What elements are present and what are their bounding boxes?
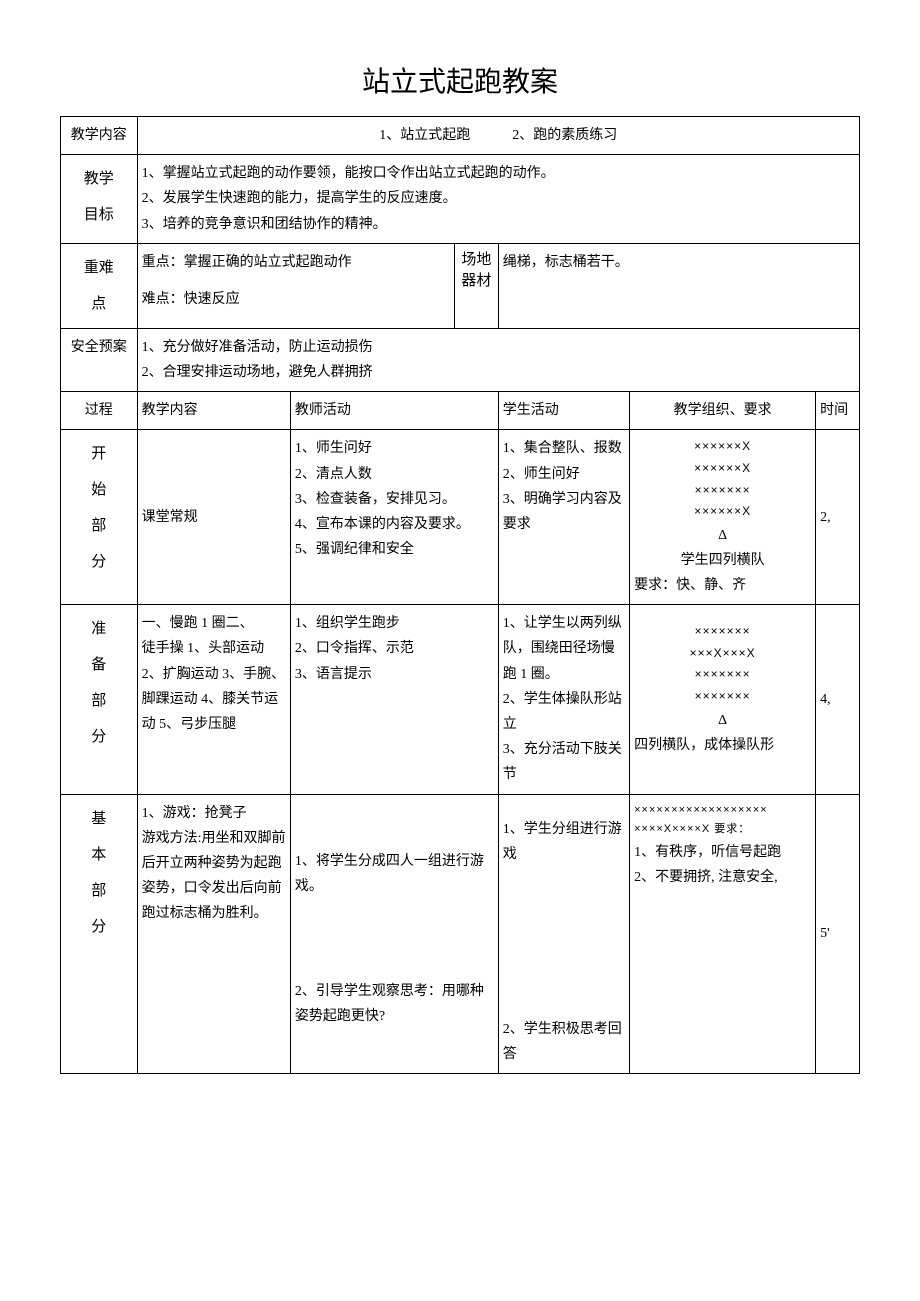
stage-label: 准 备 部 分 (61, 605, 138, 794)
stage-label: 开 始 部 分 (61, 430, 138, 605)
text: 2、合理安排运动场地，避免人群拥挤 (142, 360, 855, 385)
cell-org: ×××××××××××××××××× ××××X××××X 要求： 1、有秩序，… (630, 794, 816, 1074)
text: ××××××× (634, 621, 811, 643)
cell-content: 1、充分做好准备活动，防止运动损伤 2、合理安排运动场地，避免人群拥挤 (137, 328, 859, 391)
col-header: 时间 (816, 392, 860, 430)
text: 1、充分做好准备活动，防止运动损伤 (142, 335, 855, 360)
table-row: 重难 点 重点：掌握正确的站立式起跑动作 难点：快速反应 场地 器材 绳梯，标志… (61, 243, 860, 328)
text: 要求：快、静、齐 (634, 573, 811, 598)
cell-label: 教学 目标 (61, 155, 138, 244)
text: 部 (65, 508, 133, 544)
table-row: 基 本 部 分 1、游戏：抢凳子 游戏方法:用坐和双脚前后开立两种姿势为起跑姿势… (61, 794, 860, 1074)
cell-content: 课堂常规 (137, 430, 290, 605)
col-header: 教师活动 (290, 392, 498, 430)
text: 学生四列横队 (634, 548, 811, 573)
text: 准 (65, 611, 133, 647)
table-row: 开 始 部 分 课堂常规 1、师生问好 2、清点人数 3、检查装备，安排见习。 … (61, 430, 860, 605)
text: 重难 (65, 250, 133, 286)
text: 部 (65, 873, 133, 909)
text: 场地 (459, 250, 494, 271)
text: 3、培养的竞争意识和团结协作的精神。 (142, 212, 855, 237)
cell-time: 5' (816, 794, 860, 1074)
cell-label: 重难 点 (61, 243, 138, 328)
cell-org: ××××××× ×××X×××X ××××××× ××××××× Δ 四列横队，… (630, 605, 816, 794)
cell-content: 1、学生分组进行游戏 2、学生积极思考回答 (498, 794, 629, 1074)
cell-content: 1、游戏：抢凳子 游戏方法:用坐和双脚前后开立两种姿势为起跑姿势，口令发出后向前… (137, 794, 290, 1074)
cell-content: 1、组织学生跑步 2、口令指挥、示范 3、语言提示 (290, 605, 498, 794)
text: 分 (65, 719, 133, 755)
cell-time: 4, (816, 605, 860, 794)
cell-content: 重点：掌握正确的站立式起跑动作 难点：快速反应 (137, 243, 454, 328)
col-header: 过程 (61, 392, 138, 430)
cell-content: 1、集合整队、报数 2、师生问好 3、明确学习内容及要求 (498, 430, 629, 605)
cell-time: 2, (816, 430, 860, 605)
text: 四列横队，成体操队形 (634, 733, 811, 758)
cell-content: 一、慢跑 1 圈二、 徒手操 1、头部运动 2、扩胸运动 3、手腕、脚踝运动 4… (137, 605, 290, 794)
text: 1、有秩序，听信号起跑 (634, 840, 811, 865)
cell-label: 教学内容 (61, 117, 138, 155)
text: 教学 (65, 161, 133, 197)
text: 部 (65, 683, 133, 719)
text: 1、掌握站立式起跑的动作要领，能按口令作出站立式起跑的动作。 (142, 161, 855, 186)
page-title: 站立式起跑教案 (60, 60, 860, 100)
lesson-plan-table: 教学内容 1、站立式起跑 2、跑的素质练习 教学 目标 1、掌握站立式起跑的动作… (60, 116, 860, 1074)
table-row: 安全预案 1、充分做好准备活动，防止运动损伤 2、合理安排运动场地，避免人群拥挤 (61, 328, 860, 391)
stage-label: 基 本 部 分 (61, 794, 138, 1074)
text: 目标 (65, 197, 133, 233)
text: 点 (65, 286, 133, 322)
table-row: 教学 目标 1、掌握站立式起跑的动作要领，能按口令作出站立式起跑的动作。 2、发… (61, 155, 860, 244)
table-row: 教学内容 1、站立式起跑 2、跑的素质练习 (61, 117, 860, 155)
text: 2、发展学生快速跑的能力，提高学生的反应速度。 (142, 186, 855, 211)
cell-content: 1、将学生分成四人一组进行游戏。 2、引导学生观察思考：用哪种姿势起跑更快? (290, 794, 498, 1074)
table-row: 准 备 部 分 一、慢跑 1 圈二、 徒手操 1、头部运动 2、扩胸运动 3、手… (61, 605, 860, 794)
text: ×××X×××X (634, 643, 811, 665)
col-header: 教学组织、要求 (630, 392, 816, 430)
text: 始 (65, 472, 133, 508)
text: ××××X××××X 要求： (634, 820, 811, 840)
text: ××××××X (634, 436, 811, 458)
text: 备 (65, 647, 133, 683)
cell-label: 安全预案 (61, 328, 138, 391)
text: 难点：快速反应 (142, 287, 450, 312)
cell-label: 场地 器材 (455, 243, 499, 328)
text: 分 (65, 544, 133, 580)
cell-content: 1、掌握站立式起跑的动作要领，能按口令作出站立式起跑的动作。 2、发展学生快速跑… (137, 155, 859, 244)
cell-content: 1、师生问好 2、清点人数 3、检查装备，安排见习。 4、宣布本课的内容及要求。… (290, 430, 498, 605)
col-header: 教学内容 (137, 392, 290, 430)
text: ××××××× (634, 686, 811, 708)
cell-content: 1、让学生以两列纵队，围绕田径场慢跑 1 圈。 2、学生体操队形站立 3、充分活… (498, 605, 629, 794)
triangle-icon: Δ (634, 523, 811, 548)
text: 1、将学生分成四人一组进行游戏。 (295, 849, 494, 899)
text: 2、引导学生观察思考：用哪种姿势起跑更快? (295, 979, 494, 1029)
triangle-icon: Δ (634, 708, 811, 733)
text: 1、学生分组进行游戏 (503, 817, 625, 867)
col-header: 学生活动 (498, 392, 629, 430)
cell-content: 绳梯，标志桶若干。 (498, 243, 859, 328)
text: ××××××X (634, 458, 811, 480)
text: 基 (65, 801, 133, 837)
text: ×××××××××××××××××× (634, 801, 811, 821)
cell-content: 1、站立式起跑 2、跑的素质练习 (137, 117, 859, 155)
text: 重点：掌握正确的站立式起跑动作 (142, 250, 450, 275)
text: 器材 (459, 271, 494, 292)
text: ××××××× (634, 480, 811, 502)
text: 分 (65, 909, 133, 945)
text: 2、学生积极思考回答 (503, 1017, 625, 1067)
text: 2、不要拥挤, 注意安全, (634, 865, 811, 890)
text: ××××××X (634, 501, 811, 523)
cell-org: ××××××X ××××××X ××××××× ××××××X Δ 学生四列横队… (630, 430, 816, 605)
text: ××××××× (634, 664, 811, 686)
table-row-header: 过程 教学内容 教师活动 学生活动 教学组织、要求 时间 (61, 392, 860, 430)
text: 开 (65, 436, 133, 472)
text: 本 (65, 837, 133, 873)
